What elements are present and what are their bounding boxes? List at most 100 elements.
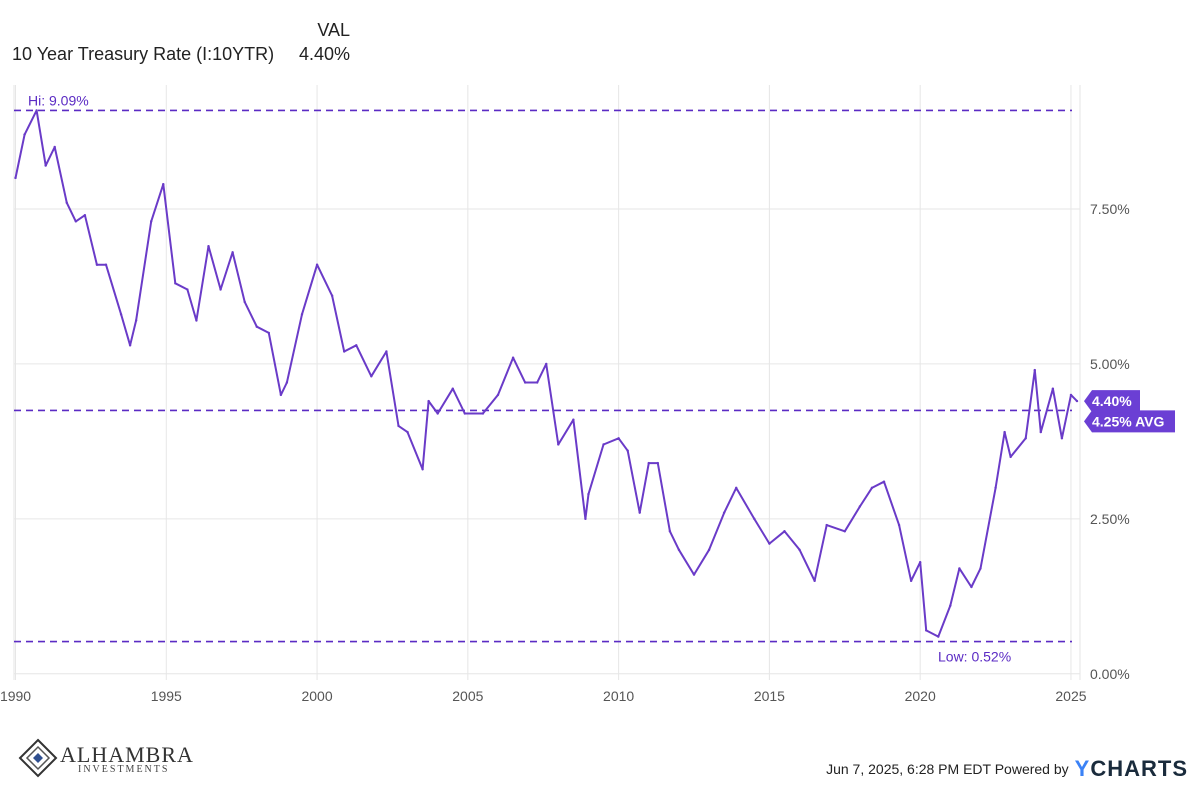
data-point — [463, 412, 467, 415]
diamond-logo-icon — [18, 738, 58, 778]
x-tick-label: 2010 — [603, 688, 634, 704]
data-point — [979, 567, 982, 570]
legend-series-value: 4.40% — [298, 44, 350, 64]
avg-badge-label: 4.25% AVG — [1092, 413, 1164, 429]
data-point — [825, 523, 828, 527]
data-point — [267, 331, 271, 335]
data-point — [557, 443, 560, 446]
data-point — [255, 325, 258, 328]
data-point — [1069, 393, 1073, 397]
data-point — [958, 567, 961, 570]
y-tick-label: 5.00% — [1090, 356, 1130, 372]
data-point — [496, 393, 500, 397]
data-point — [545, 362, 548, 366]
data-point — [870, 486, 874, 490]
data-point — [35, 109, 38, 112]
data-point — [207, 244, 210, 248]
ycharts-brand[interactable]: YCHARTS — [1075, 756, 1188, 782]
data-point — [427, 399, 430, 403]
avg-badge: 4.25% AVG — [1084, 410, 1175, 433]
last-value-badge-shape — [1084, 390, 1140, 413]
last-value-label: 4.40% — [1092, 393, 1132, 409]
data-point — [1009, 455, 1012, 459]
x-tick-label: 2015 — [754, 688, 785, 704]
data-point — [436, 412, 439, 415]
data-point — [897, 523, 901, 527]
ycharts-wordmark: CHARTS — [1090, 756, 1188, 781]
data-point — [44, 164, 47, 167]
data-point — [882, 480, 886, 483]
data-point — [300, 313, 304, 316]
data-point — [315, 263, 319, 266]
data-point — [330, 294, 334, 297]
data-point — [150, 220, 153, 223]
footer-attribution: Jun 7, 2025, 6:28 PM EDT Powered by YCHA… — [826, 756, 1188, 782]
data-point — [783, 530, 786, 533]
data-point — [355, 344, 358, 347]
logo-name: ALHAMBRA — [60, 742, 194, 767]
alhambra-logo: ALHAMBRA INVESTMENTS — [18, 736, 193, 780]
data-point — [949, 604, 952, 607]
data-point — [584, 517, 587, 521]
avg-badge-shape — [1084, 410, 1175, 433]
x-tick-label: 2005 — [452, 688, 483, 704]
data-point — [285, 381, 289, 384]
data-point — [768, 542, 771, 545]
data-point — [843, 530, 846, 533]
data-point — [104, 263, 108, 266]
y-tick-label: 2.50% — [1090, 511, 1130, 527]
data-point — [231, 251, 234, 254]
last-value-badge: 4.40% — [1084, 390, 1140, 413]
data-point — [343, 350, 346, 353]
data-point — [421, 468, 424, 471]
data-point — [970, 585, 973, 589]
data-point — [656, 461, 660, 465]
data-point — [1039, 430, 1042, 434]
reference-lines — [14, 109, 1072, 643]
data-point — [858, 505, 862, 508]
chart-legend: VAL 10 Year Treasury Rate (I:10YTR) 4.40… — [0, 0, 400, 70]
data-point — [74, 220, 78, 223]
data-point — [813, 579, 816, 583]
x-tick-label: 1995 — [151, 688, 182, 704]
legend-series-name[interactable]: 10 Year Treasury Rate (I:10YTR) — [12, 44, 275, 64]
data-point — [617, 437, 620, 440]
data-point — [195, 319, 198, 322]
data-point — [668, 530, 672, 533]
x-tick-label: 2020 — [905, 688, 936, 704]
data-point — [535, 381, 539, 384]
x-tick-label: 2025 — [1055, 688, 1086, 704]
data-point — [707, 548, 711, 552]
data-point — [481, 412, 485, 415]
data-point — [23, 133, 26, 136]
reference-label-low: Low: 0.52% — [938, 649, 1011, 665]
ycharts-y-mark: Y — [1074, 756, 1091, 781]
data-point — [638, 511, 641, 514]
data-point — [406, 430, 409, 434]
legend-column-header: VAL — [317, 20, 350, 40]
data-point — [572, 418, 575, 421]
data-point — [162, 182, 165, 186]
data-point — [243, 300, 246, 304]
data-point — [626, 449, 629, 452]
data-point — [798, 548, 801, 552]
data-point — [83, 213, 87, 217]
data-point — [735, 486, 738, 490]
data-point — [279, 393, 283, 397]
x-tick-label: 2000 — [301, 688, 332, 704]
y-tick-label: 0.00% — [1090, 666, 1130, 682]
timestamp-text: Jun 7, 2025, 6:28 PM EDT Powered by — [826, 761, 1069, 777]
data-point — [692, 573, 696, 576]
data-point — [1051, 387, 1055, 390]
line-chart[interactable]: 0.00% 2.50% 5.00% 7.50% 1990 1995 2000 2005 2010… — [0, 0, 1200, 720]
data-point — [602, 443, 605, 446]
series-layer — [14, 109, 1079, 638]
data-point — [994, 486, 997, 490]
x-tick-label: 1990 — [0, 688, 31, 704]
data-point — [753, 517, 756, 521]
data-point — [1003, 430, 1006, 434]
data-point — [909, 579, 913, 583]
data-point — [119, 313, 123, 316]
data-point — [1033, 368, 1036, 372]
data-point — [523, 381, 527, 384]
